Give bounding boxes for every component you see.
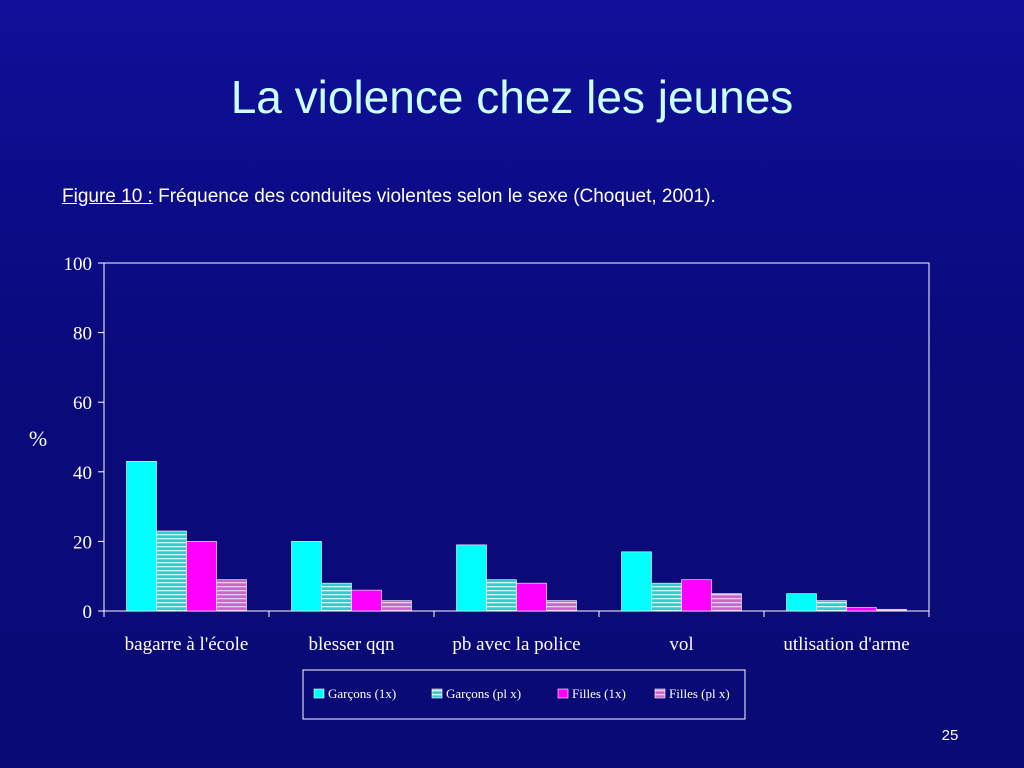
figure-reference: Figure 10 :	[62, 186, 153, 207]
bar-2-1	[156, 530, 187, 612]
x-axis: bagarre à l'école blesser qqn pb avec la p…	[103, 611, 930, 655]
bar-4-3	[546, 600, 577, 612]
bar-4-5	[876, 608, 907, 612]
figure-caption-text: Fréquence des conduites violentes selon …	[152, 186, 716, 207]
page-number: 25	[941, 727, 959, 744]
plot-area	[103, 262, 930, 612]
bar-1-4	[621, 551, 652, 612]
bar-3-4	[681, 579, 712, 612]
x-tick-label: blesser qqn	[308, 634, 395, 655]
legend: Garçons (1x) Garçons (pl x) Filles (1x) Fil…	[302, 669, 746, 720]
x-tick-label: vol	[669, 634, 693, 655]
figure-caption: Figure 10 : Fréquence des conduites viol…	[62, 186, 716, 208]
bar-4-4	[711, 593, 742, 612]
bars	[126, 461, 907, 612]
x-tick-label: bagarre à l'école	[125, 634, 249, 655]
y-axis: 0 20 40 60 80 100	[64, 254, 104, 623]
legend-label: Filles (pl x)	[669, 686, 730, 701]
y-tick-label: 60	[73, 393, 92, 414]
legend-swatch	[654, 688, 666, 699]
bar-2-5	[816, 600, 847, 612]
legend-box	[302, 669, 746, 720]
bar-3-3	[516, 582, 547, 612]
legend-swatch	[313, 688, 325, 699]
bar-3-5	[846, 607, 877, 612]
legend-swatch	[431, 688, 443, 699]
bar-4-2	[381, 600, 412, 612]
bar-1-5	[786, 593, 817, 612]
x-tick-label: pb avec la police	[452, 634, 580, 655]
y-axis-label: %	[29, 426, 47, 451]
y-tick-label: 40	[73, 463, 92, 484]
bar-1-3	[456, 544, 487, 612]
bar-2-2	[321, 582, 352, 612]
bar-3-1	[186, 541, 217, 612]
bar-3-2	[351, 589, 382, 612]
bar-4-1	[216, 579, 247, 612]
y-tick-label: 0	[83, 602, 93, 623]
bar-1-1	[126, 461, 157, 612]
legend-label: Garçons (1x)	[328, 686, 396, 701]
legend-label: Filles (1x)	[572, 686, 626, 701]
bar-1-2	[291, 541, 322, 612]
slide-title: La violence chez les jeunes	[230, 71, 794, 123]
y-tick-label: 100	[64, 254, 93, 275]
x-tick-label: utlisation d'arme	[783, 634, 909, 655]
y-tick-label: 20	[73, 532, 92, 553]
legend-swatch	[557, 688, 569, 699]
bar-2-4	[651, 582, 682, 612]
bar-2-3	[486, 579, 517, 612]
legend-label: Garçons (pl x)	[446, 686, 521, 701]
y-tick-label: 80	[73, 324, 92, 345]
